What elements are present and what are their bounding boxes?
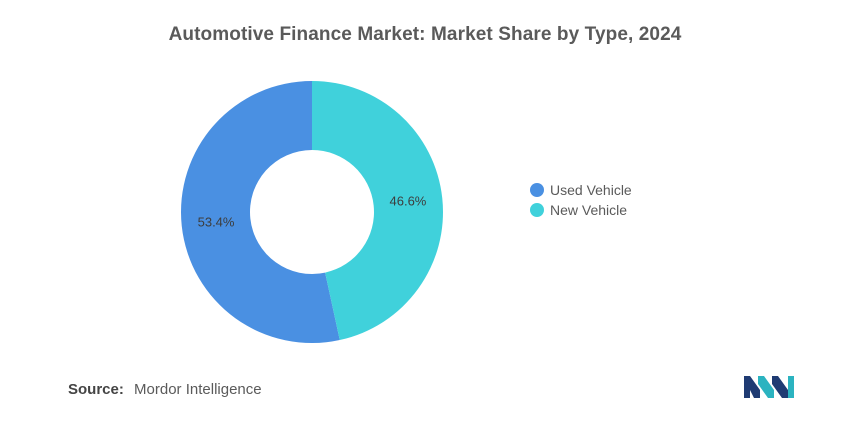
slice-new-vehicle [312,81,443,341]
mordor-intelligence-logo-icon [744,376,794,398]
source-note: Source: Mordor Intelligence [68,381,262,398]
legend-swatch-used-vehicle [530,183,544,197]
legend-item-used-vehicle: Used Vehicle [530,180,632,200]
legend-swatch-new-vehicle [530,203,544,217]
chart-title: Automotive Finance Market: Market Share … [168,24,682,45]
legend-label-new-vehicle: New Vehicle [550,202,628,218]
legend-item-new-vehicle: New Vehicle [530,200,632,220]
slice-used-vehicle [180,81,340,344]
slice-label-used-vehicle: 53.4% [198,214,235,229]
chart-legend: Used Vehicle New Vehicle [530,180,632,220]
source-text: Mordor Intelligence [134,381,262,398]
slice-label-new-vehicle: 46.6% [390,194,427,209]
source-label: Source: [68,381,124,398]
legend-label-used-vehicle: Used Vehicle [550,182,632,198]
